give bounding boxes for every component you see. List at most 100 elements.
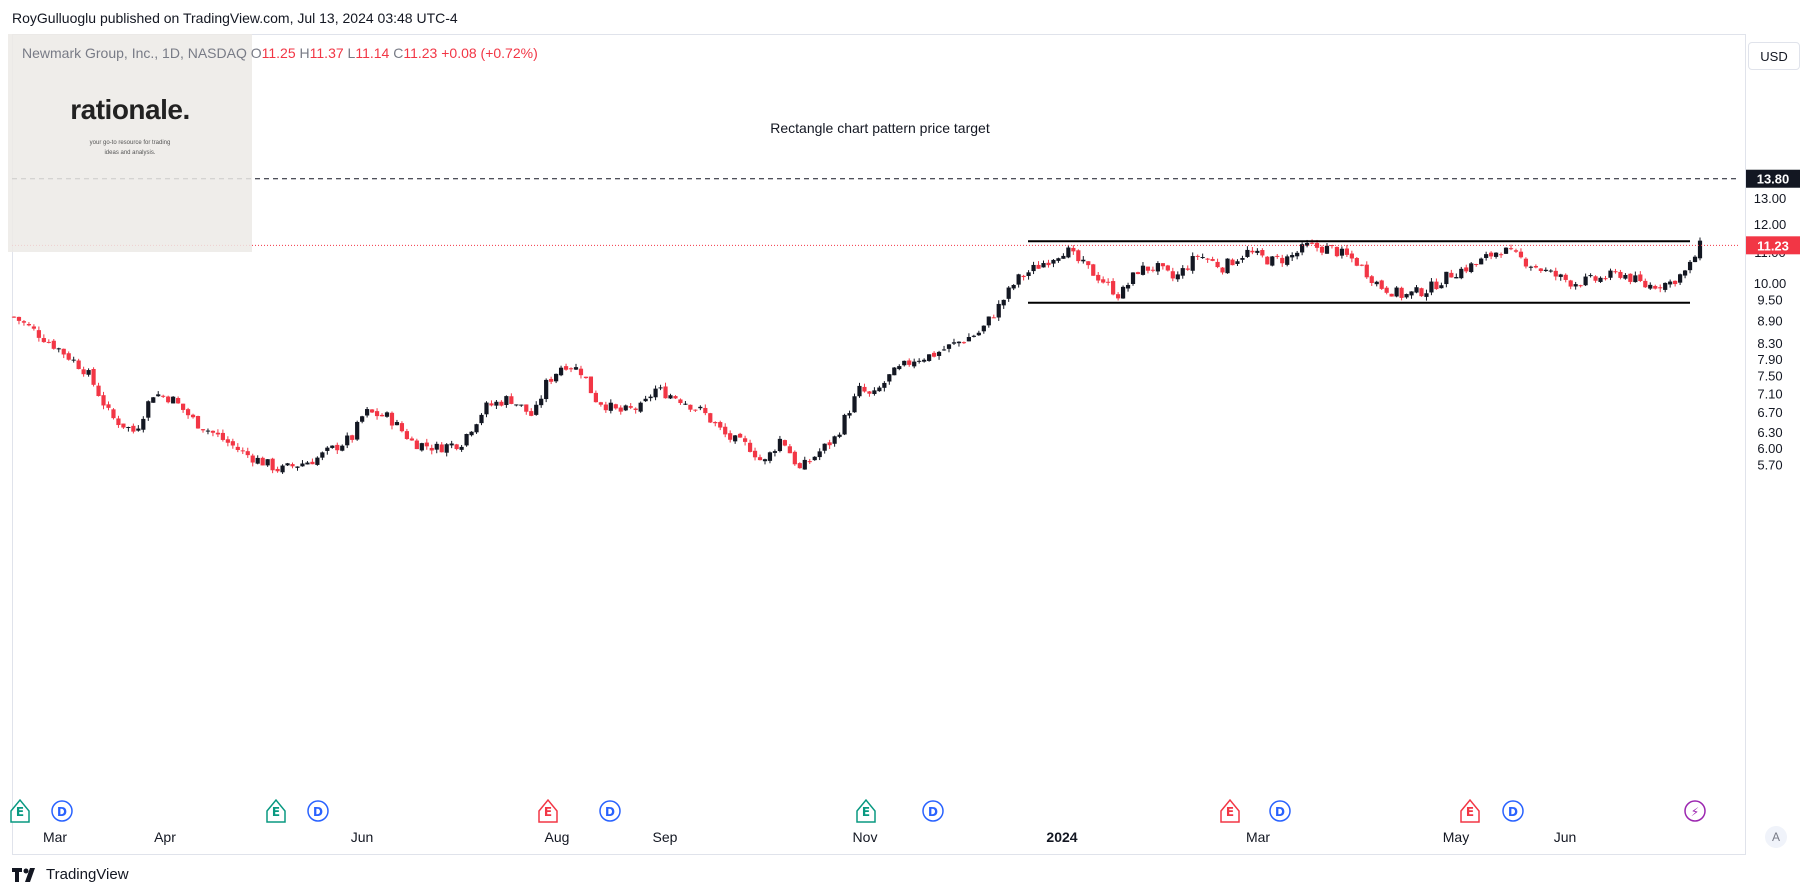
candle-body [613,404,618,409]
dividend-event-icon[interactable] [922,800,944,822]
candle-body [723,426,728,435]
candle-body [1409,291,1414,296]
candle-body [618,407,623,412]
candle-body [459,446,464,450]
candle-body [1295,252,1300,257]
candle-body [310,461,315,465]
candle-body [688,404,693,410]
candle-body [1454,277,1459,279]
candle-body [1648,284,1653,289]
dividend-event-icon[interactable] [307,800,329,822]
y-tick-label: 13.00 [1754,191,1787,206]
candle-body [1449,272,1454,278]
earnings-event-icon[interactable] [1460,798,1480,823]
candle-body [588,376,594,394]
earnings-event-icon[interactable] [266,798,286,823]
candle-body [733,435,738,442]
logo-tagline-1: your go-to resource for trading [89,140,171,146]
candle-body [1697,240,1703,259]
candle-body [300,463,305,467]
candle-body [991,317,996,319]
candle-body [325,447,330,451]
candle-body [1091,264,1096,276]
candle-body [1190,256,1195,271]
candle-body [1309,242,1315,244]
candle-body [1692,256,1698,263]
dividend-event-icon[interactable] [1269,800,1291,822]
candle-body [255,457,260,464]
candle-body [220,432,225,440]
candle-body [668,395,673,399]
candle-body [1389,293,1394,297]
x-tick-label: Apr [154,829,176,845]
candle-body [1523,258,1529,267]
candle-body [1429,281,1434,293]
candle-body [1260,250,1265,256]
split-event-icon[interactable] [1684,800,1706,822]
candle-body [1613,271,1618,273]
price-axis: 5.706.006.30 6.70 7.10 7.50 7.908.30 8.90 9.50… [1754,167,1787,472]
candle-body [971,335,976,337]
candle-body [519,404,524,406]
candle-body [1051,259,1056,264]
candle-body [340,445,345,451]
earnings-event-icon[interactable] [1220,798,1240,823]
candle-body [693,409,698,411]
candle-body [1195,255,1200,257]
candle-body [807,461,812,463]
candle-body [1145,266,1151,271]
candle-body [902,360,907,366]
candle-body [1250,250,1255,253]
candle-body [673,396,678,399]
candle-body [1608,270,1613,278]
pattern-overlays: Rectangle chart pattern price target 13.8… [12,120,1800,304]
candle-body [1101,279,1106,283]
auto-scale-button[interactable]: A [1765,826,1787,848]
candle-body [1548,270,1553,272]
candle-body [345,435,350,446]
dividend-event-icon[interactable] [1502,800,1524,822]
candle-body [936,351,942,356]
candle-body [131,425,136,432]
currency-button[interactable]: USD [1748,42,1800,70]
candle-body [663,386,668,399]
earnings-event-icon[interactable] [10,798,30,823]
candle-body [1603,278,1608,280]
candle-body [882,382,887,388]
candle-body [1334,246,1340,257]
candle-body [469,431,474,436]
earnings-event-icon[interactable] [856,798,876,823]
candle-body [1280,257,1285,264]
time-axis: Mar Apr Jun Aug Sep Nov 2024 Mar May Jun [43,829,1576,845]
dividend-event-icon[interactable] [599,800,621,822]
candle-body [1687,261,1693,271]
dividend-event-icon[interactable] [51,800,73,822]
candle-body [1623,274,1628,279]
candle-body [514,404,519,406]
tradingview-brand[interactable]: TradingView [12,866,129,883]
candle-body [1155,263,1160,272]
candle-body [81,369,86,375]
earnings-event-icon[interactable] [538,798,558,823]
candle-body [996,303,1001,318]
candle-body [1120,286,1126,299]
candle-body [922,359,927,362]
candle-body [558,367,564,376]
candle-body [951,342,957,344]
candle-body [782,440,787,446]
candle-body [1558,274,1563,277]
y-tick-label: 5.70 [1757,457,1782,472]
candle-body [1324,245,1330,254]
x-tick-label: May [1443,829,1469,845]
symbol-name[interactable]: Newmark Group, Inc., 1D, NASDAQ [22,45,247,61]
candle-body [812,456,817,461]
event-marker-letter: E [544,805,552,819]
candle-body [1205,258,1210,260]
candle-body [454,444,459,450]
logo-tagline: your go-to resource for trading ideas an… [8,138,252,158]
y-tick-label: 10.00 [1754,276,1787,291]
candle-body [1593,276,1598,281]
candle-body [235,446,240,451]
candle-body [1290,255,1295,258]
